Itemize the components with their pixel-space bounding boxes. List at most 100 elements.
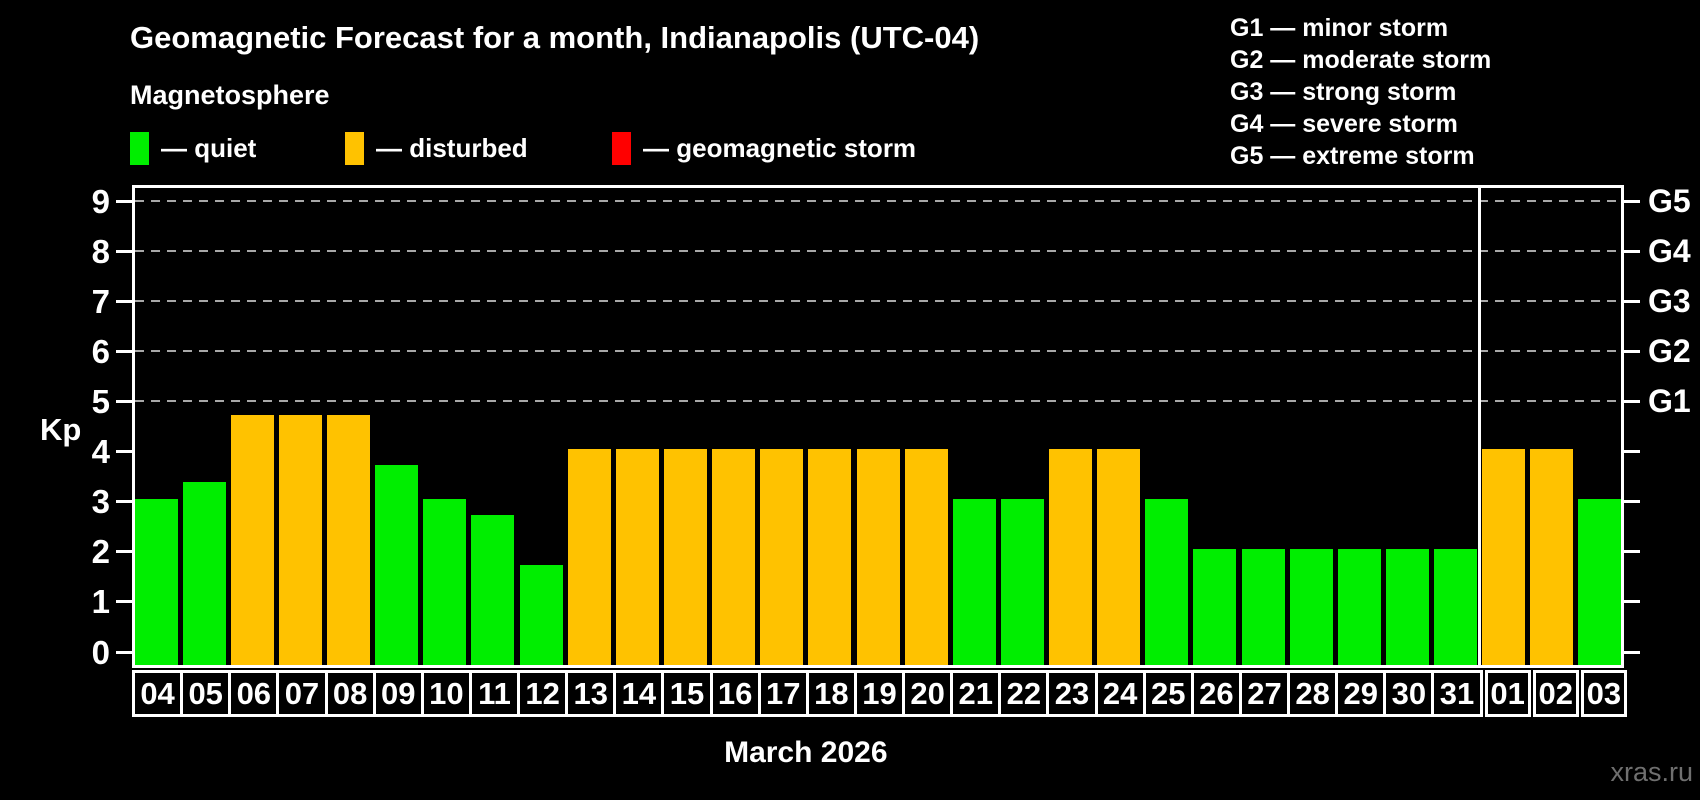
day-label-12: 12 [517, 670, 569, 717]
day-label-10: 10 [420, 670, 472, 717]
legend-label-quiet: — quiet [161, 132, 257, 163]
kp-bar-day-08 [327, 414, 371, 665]
kp-bar-day-20 [904, 448, 948, 665]
kp-bar-day-05 [182, 482, 226, 665]
day-label-07: 07 [276, 670, 328, 717]
y-axis-tick-left-5 [116, 399, 132, 403]
chart-title: Geomagnetic Forecast for a month, Indian… [130, 20, 980, 55]
day-label-27: 27 [1238, 670, 1291, 717]
kp-bar-day-22 [1000, 498, 1044, 665]
kp-bar-day-01 [1482, 448, 1526, 665]
y-axis-tick-label-3: 3 [91, 483, 110, 521]
kp-bar-day-03 [1578, 498, 1622, 665]
y-axis-tick-right-1 [1624, 600, 1640, 604]
g-legend-line-G5: G5 — extreme storm [1230, 142, 1475, 170]
day-label-24: 24 [1094, 670, 1146, 717]
legend-item-disturbed: — disturbed [345, 131, 528, 165]
kp-bar-day-21 [952, 498, 996, 665]
y-axis-tick-right-9 [1624, 199, 1640, 203]
g-legend-line-G4: G4 — severe storm [1230, 110, 1458, 138]
day-label-25: 25 [1142, 670, 1194, 717]
kp-bar-day-27 [1241, 548, 1285, 665]
day-label-11: 11 [468, 670, 521, 717]
kp-bar-day-12 [519, 565, 563, 665]
y-axis-tick-right-2 [1624, 550, 1640, 554]
kp-bar-day-09 [375, 465, 419, 665]
g-legend-line-G3: G3 — strong storm [1230, 78, 1457, 106]
day-label-02: 02 [1532, 670, 1579, 717]
y-axis-tick-label-8: 8 [91, 232, 110, 270]
g-legend-line-G2: G2 — moderate storm [1230, 46, 1492, 74]
gridline-kp8 [135, 250, 1621, 253]
g-scale-legend: G1 — minor storm G2 — moderate storm G3 — … [1230, 12, 1491, 172]
kp-bar-day-23 [1049, 448, 1093, 665]
right-axis-label-G3: G3 [1648, 283, 1691, 320]
y-axis-tick-right-6 [1624, 349, 1640, 353]
right-axis-label-G1: G1 [1648, 383, 1691, 420]
day-label-14: 14 [613, 670, 665, 717]
day-label-31: 31 [1431, 670, 1483, 717]
kp-bar-day-06 [230, 414, 274, 665]
day-label-20: 20 [902, 670, 954, 717]
day-label-01: 01 [1484, 670, 1531, 717]
kp-bar-day-13 [567, 448, 611, 665]
y-axis-tick-label-1: 1 [91, 583, 110, 621]
right-axis-label-G4: G4 [1648, 233, 1691, 270]
y-axis-tick-right-4 [1624, 450, 1640, 454]
legend-label-disturbed: — disturbed [376, 132, 528, 163]
g-legend-line-G1: G1 — minor storm [1230, 14, 1449, 42]
y-axis-tick-label-6: 6 [91, 332, 110, 370]
plot-area [132, 185, 1624, 668]
gridline-kp5 [135, 400, 1621, 403]
kp-bar-day-30 [1385, 548, 1429, 665]
kp-bar-day-11 [471, 515, 515, 665]
kp-bar-day-24 [1097, 448, 1141, 665]
legend-swatch-quiet [130, 131, 149, 165]
kp-bar-day-26 [1193, 548, 1237, 665]
y-axis-tick-left-8 [116, 249, 132, 253]
day-label-30: 30 [1383, 670, 1435, 717]
day-label-16: 16 [709, 670, 761, 717]
gridline-kp9 [135, 200, 1621, 202]
y-axis-tick-label-9: 9 [91, 182, 110, 220]
right-axis-label-G2: G2 [1648, 333, 1691, 370]
y-axis-tick-right-8 [1624, 249, 1640, 253]
day-label-03: 03 [1580, 670, 1627, 717]
y-axis-tick-label-0: 0 [91, 633, 110, 671]
legend-label-storm: — geomagnetic storm [643, 132, 917, 163]
day-label-05: 05 [180, 670, 232, 717]
y-axis-tick-left-1 [116, 600, 132, 604]
kp-bar-day-10 [423, 498, 467, 665]
legend-item-storm: — geomagnetic storm [612, 131, 916, 165]
y-axis-tick-right-7 [1624, 299, 1640, 303]
y-axis-tick-left-7 [116, 299, 132, 303]
day-label-21: 21 [950, 670, 1002, 717]
day-label-06: 06 [228, 670, 280, 717]
day-label-26: 26 [1190, 670, 1242, 717]
chart-subtitle: Magnetosphere [130, 80, 330, 110]
day-label-28: 28 [1287, 670, 1339, 717]
y-axis-tick-left-9 [116, 199, 132, 203]
kp-bar-day-04 [134, 498, 178, 665]
day-label-29: 29 [1335, 670, 1387, 717]
kp-bar-day-07 [278, 414, 322, 665]
day-label-13: 13 [565, 670, 617, 717]
kp-bar-day-17 [760, 448, 804, 665]
legend-swatch-storm [612, 131, 631, 165]
day-label-22: 22 [998, 670, 1050, 717]
y-axis-tick-label-7: 7 [91, 282, 110, 320]
y-axis-tick-left-2 [116, 550, 132, 554]
kp-bar-day-28 [1289, 548, 1333, 665]
day-label-19: 19 [853, 670, 906, 717]
right-axis-label-G5: G5 [1648, 183, 1691, 219]
kp-bar-day-19 [856, 448, 900, 665]
y-axis-tick-right-3 [1624, 500, 1640, 504]
y-axis-tick-right-0 [1624, 650, 1640, 654]
month-separator-line [1478, 185, 1482, 668]
gridline-kp7 [135, 300, 1621, 303]
day-label-08: 08 [324, 670, 376, 717]
kp-bar-day-25 [1145, 498, 1189, 665]
y-axis-tick-left-6 [116, 349, 132, 353]
y-axis-tick-left-4 [116, 450, 132, 454]
